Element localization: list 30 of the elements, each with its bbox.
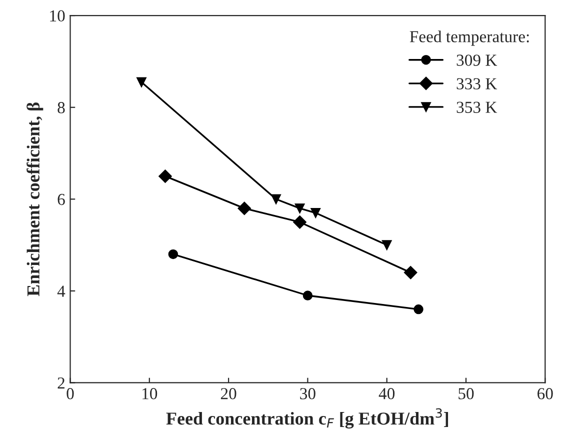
point (293, 215, 306, 229)
legend-label: 333 K (456, 78, 498, 90)
legend-label: 353 K (456, 102, 498, 113)
point (158, 170, 172, 183)
x-tick-label: 40 (378, 388, 395, 400)
x-tick-label: 60 (538, 388, 553, 400)
point (404, 266, 418, 280)
y-tick-label: 4 (57, 286, 66, 297)
x-tick-label: 0 (66, 388, 74, 400)
x-tick-label: 30 (300, 388, 316, 400)
point (382, 240, 392, 250)
point (414, 304, 424, 314)
point (310, 208, 320, 218)
x-tick-label: 50 (458, 388, 474, 400)
x-axis-title: Feed concentration c$_{F}$ [g EtOH/dm$^{3}$] (166, 408, 448, 429)
point (238, 202, 251, 215)
x-tick-label: 10 (142, 388, 158, 400)
y-tick-label: 8 (58, 102, 65, 114)
point (271, 194, 281, 204)
x-tick-label: 20 (220, 388, 236, 400)
y-tick-label: 6 (58, 194, 65, 206)
legend-title: Feed temperature: (410, 30, 529, 46)
legend-label: 309 K (456, 54, 498, 66)
point (302, 290, 313, 300)
y-tick-label: 2 (58, 377, 64, 388)
y-tick-label: 10 (50, 10, 65, 22)
point (136, 77, 146, 87)
point (168, 249, 178, 260)
y-axis-title: Enrichment coefficient, β (26, 102, 44, 296)
point (294, 203, 305, 214)
